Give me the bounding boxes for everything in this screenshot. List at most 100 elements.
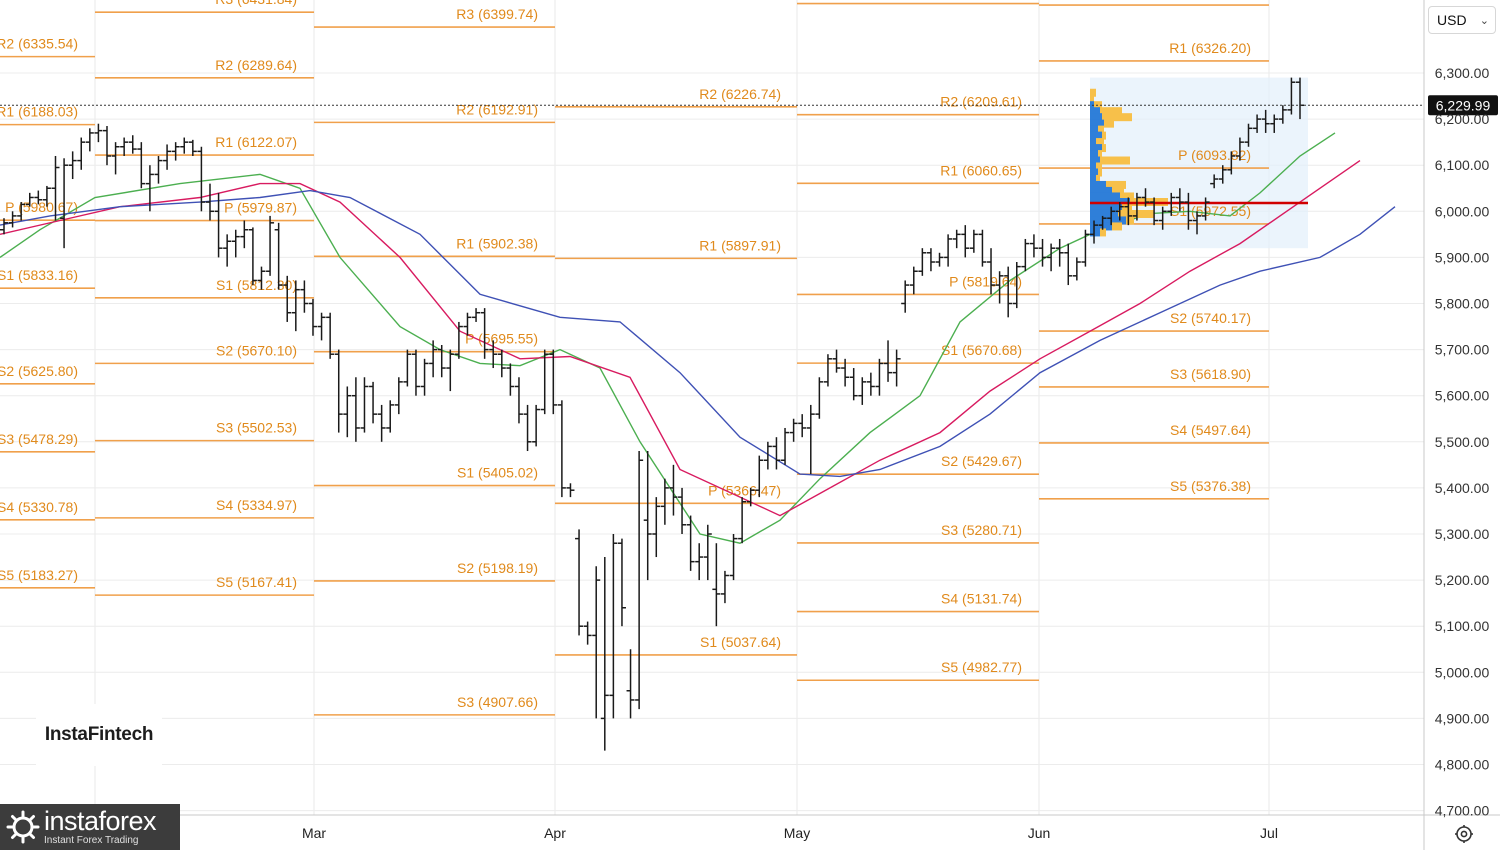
currency-select[interactable]: USD ⌄ xyxy=(1428,6,1496,34)
ohlc-bar xyxy=(893,350,901,387)
y-tick-label: 5,600.00 xyxy=(1435,388,1490,404)
gear-icon xyxy=(1454,824,1474,844)
ohlc-bar xyxy=(944,234,952,266)
ohlc-bar xyxy=(412,350,420,396)
y-tick-label: 5,300.00 xyxy=(1435,526,1490,542)
y-tick-label: 6,000.00 xyxy=(1435,203,1490,219)
pivot-label: R1 (6188.03) xyxy=(0,104,78,120)
ohlc-bar xyxy=(524,405,532,451)
ohlc-bar xyxy=(154,156,162,184)
ohlc-bar xyxy=(712,543,720,626)
ohlc-bar xyxy=(1030,234,1038,257)
ohlc-bar xyxy=(180,138,188,154)
ohlc-bar xyxy=(335,350,343,433)
ohlc-bar xyxy=(978,230,986,267)
ohlc-bar xyxy=(833,350,841,373)
ohlc-bar xyxy=(498,350,506,378)
pivot-label: S1 (5037.64) xyxy=(700,634,781,650)
pivot-label: S5 (4982.77) xyxy=(941,659,1022,675)
y-tick-label: 6,300.00 xyxy=(1435,65,1490,81)
settings-button[interactable] xyxy=(1452,822,1476,846)
ohlc-bar xyxy=(566,483,574,497)
ohlc-bar xyxy=(618,539,626,627)
pivot-label: S1 (5833.16) xyxy=(0,267,78,283)
profile-bar-yellow xyxy=(1112,222,1122,230)
pivot-label: S2 (5670.10) xyxy=(216,342,297,358)
ohlc-bar xyxy=(953,230,961,248)
pivot-label: R2 (6226.74) xyxy=(699,86,781,102)
ohlc-bar xyxy=(532,405,540,446)
y-tick-label: 5,900.00 xyxy=(1435,249,1490,265)
ohlc-bar xyxy=(558,400,566,497)
brand-name: instaforex xyxy=(44,808,156,835)
pivot-label: S3 (5280.71) xyxy=(941,522,1022,538)
ohlc-bar xyxy=(807,405,815,474)
pivot-label: R1 (6326.20) xyxy=(1169,40,1251,56)
chevron-down-icon: ⌄ xyxy=(1480,14,1489,27)
ohlc-bar xyxy=(318,313,326,341)
y-tick-label: 5,200.00 xyxy=(1435,572,1490,588)
profile-bar-yellow xyxy=(1126,216,1134,224)
ohlc-bar xyxy=(232,230,240,258)
ohlc-bar xyxy=(300,280,308,312)
ohlc-bar xyxy=(223,234,231,266)
ohlc-bar xyxy=(704,525,712,580)
ohlc-bar xyxy=(961,225,969,257)
x-tick-label: Jul xyxy=(1260,825,1278,841)
y-tick-label: 6,200.00 xyxy=(1435,111,1490,127)
ohlc-bar xyxy=(867,373,875,396)
x-tick-label: Jun xyxy=(1028,825,1051,841)
brand-tagline: Instant Forex Trading xyxy=(44,836,156,846)
pivot-label: S1 (5670.68) xyxy=(941,342,1022,358)
ohlc-bar xyxy=(798,414,806,437)
pivot-label: S4 (5334.97) xyxy=(216,497,297,513)
y-tick-label: 4,700.00 xyxy=(1435,803,1490,819)
ohlc-bar xyxy=(266,216,274,276)
watermark-logo: InstaFintech xyxy=(36,704,162,766)
ohlc-bar xyxy=(120,138,128,156)
ohlc-bar xyxy=(901,280,909,312)
ohlc-bar xyxy=(352,377,360,442)
profile-bar-yellow xyxy=(1104,120,1114,128)
ohlc-bar xyxy=(790,419,798,442)
y-tick-label: 5,500.00 xyxy=(1435,434,1490,450)
pivot-label: P (5980.67) xyxy=(5,199,78,215)
pivot-label: S2 (5198.19) xyxy=(457,560,538,576)
price-axis: 4,700.004,800.004,900.005,000.005,100.00… xyxy=(1435,65,1490,819)
ohlc-bar xyxy=(1039,239,1047,267)
ohlc-bar xyxy=(421,359,429,396)
watermark-text: InstaFintech xyxy=(45,724,153,746)
ohlc-bar xyxy=(858,377,866,405)
pivot-levels: R2 (6335.54)R1 (6188.03)P (5980.67)S1 (5… xyxy=(0,0,1269,715)
ohlc-bar xyxy=(549,350,557,415)
y-tick-label: 4,800.00 xyxy=(1435,757,1490,773)
ohlc-bar xyxy=(506,363,514,395)
pivot-label: R3 (6431.84) xyxy=(215,0,297,7)
ohlc-bar xyxy=(189,140,197,156)
pivot-label: S2 (5429.67) xyxy=(941,453,1022,469)
ohlc-bar xyxy=(515,377,523,423)
ohlc-bar xyxy=(1056,239,1064,267)
pivot-label: R1 (6122.07) xyxy=(215,134,297,150)
ohlc-bar xyxy=(669,465,677,516)
ohlc-bar xyxy=(824,354,832,386)
ohlc-bar xyxy=(910,267,918,295)
ohlc-bar xyxy=(541,350,549,415)
y-tick-label: 5,100.00 xyxy=(1435,618,1490,634)
profile-bar-yellow xyxy=(1102,144,1106,152)
pivot-label: S5 (5167.41) xyxy=(216,574,297,590)
ohlc-bar xyxy=(1021,239,1029,271)
x-tick-label: May xyxy=(784,825,810,841)
pivot-label: R1 (6060.65) xyxy=(940,162,1022,178)
pivot-label: P (5979.87) xyxy=(224,200,297,216)
ohlc-bar xyxy=(1073,257,1081,280)
ohlc-bar xyxy=(721,571,729,603)
y-tick-label: 5,400.00 xyxy=(1435,480,1490,496)
y-tick-label: 5,700.00 xyxy=(1435,342,1490,358)
ohlc-bar xyxy=(875,359,883,396)
ohlc-bar xyxy=(472,308,480,322)
pivot-label: R1 (5897.91) xyxy=(699,237,781,253)
ohlc-bar xyxy=(918,248,926,276)
